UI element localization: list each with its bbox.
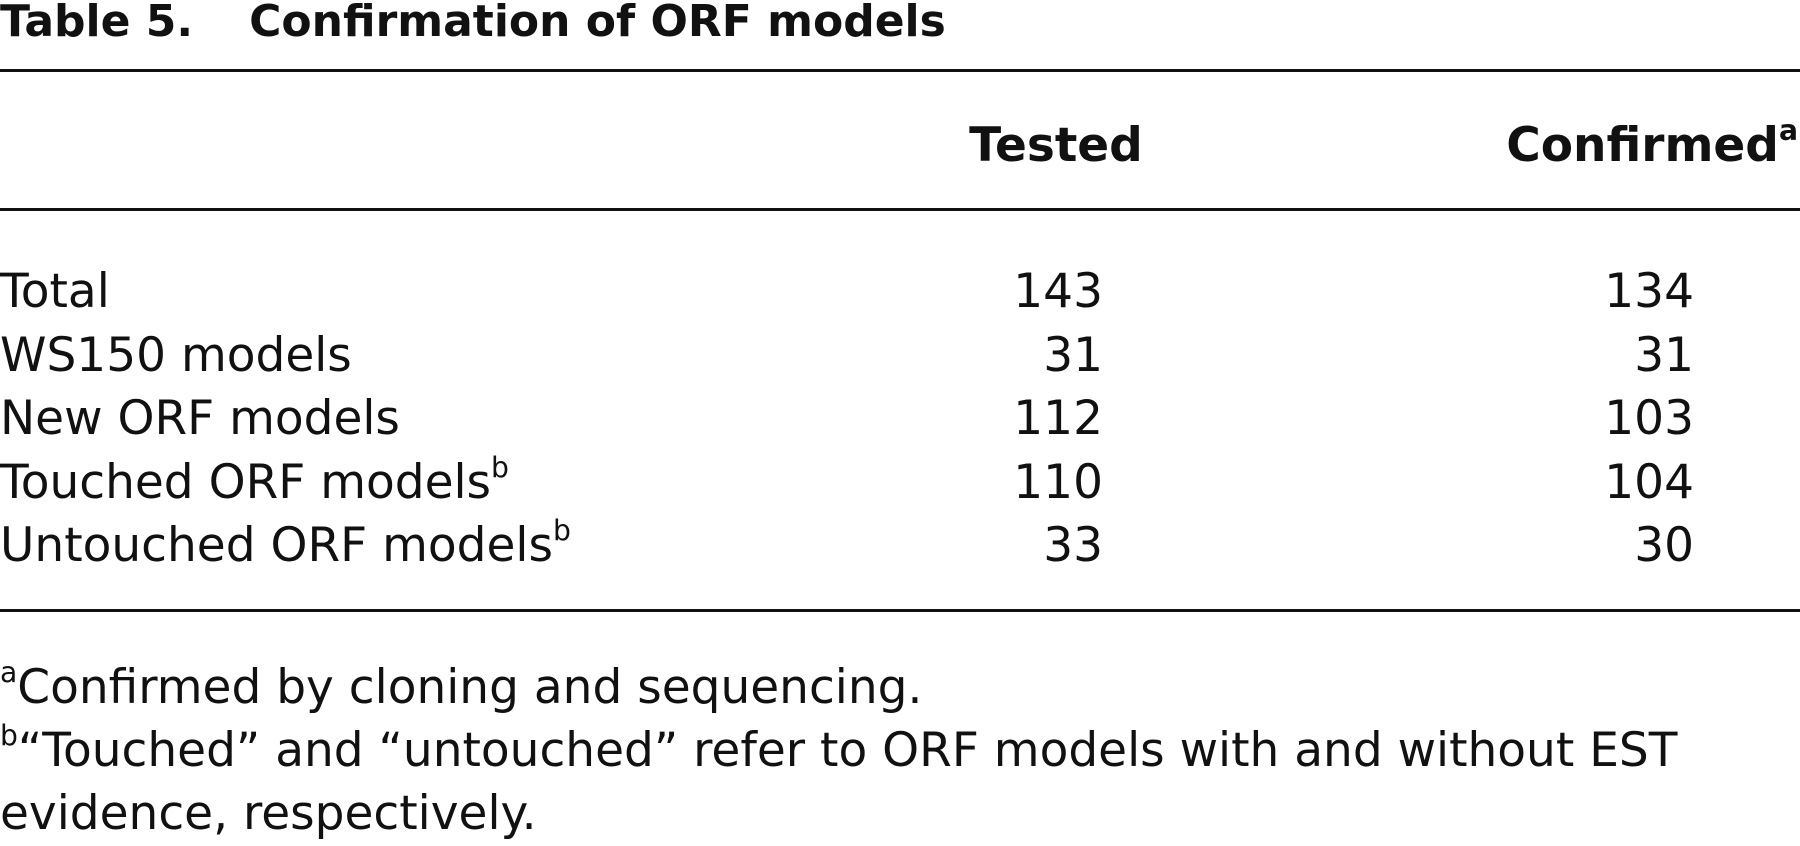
label-text: Untouched ORF models bbox=[0, 518, 553, 573]
row-label: Touched ORF modelsb bbox=[0, 453, 509, 506]
footnote: b“Touched” and “untouched” refer to ORF … bbox=[0, 719, 1800, 845]
confirmed-cell: 104 bbox=[1604, 454, 1694, 510]
bottom-rule bbox=[0, 609, 1800, 612]
confirmed-cell: 134 bbox=[1604, 264, 1694, 319]
row-label: Untouched ORF modelsb bbox=[0, 516, 571, 569]
tested-cell: 143 bbox=[1013, 264, 1103, 319]
row-label: Total bbox=[0, 268, 110, 315]
top-rule bbox=[0, 69, 1800, 72]
table-number: Table 5. bbox=[0, 0, 194, 47]
footnote-text: “Touched” and “untouched” refer to ORF m… bbox=[0, 723, 1678, 841]
row-label: New ORF models bbox=[0, 395, 400, 442]
confirmed-cell: 31 bbox=[1634, 327, 1694, 383]
label-text: WS150 models bbox=[0, 327, 352, 383]
confirmed-cell: 103 bbox=[1604, 391, 1694, 446]
footnote: aConfirmed by cloning and sequencing. bbox=[0, 656, 1800, 719]
footnote-text: Confirmed by cloning and sequencing. bbox=[17, 660, 923, 715]
label-text: Touched ORF models bbox=[0, 454, 492, 510]
label-text: New ORF models bbox=[0, 391, 400, 446]
tested-cell: 110 bbox=[1013, 454, 1103, 510]
confirmed-cell: 30 bbox=[1634, 518, 1694, 573]
footnote-marker: a bbox=[1778, 113, 1798, 147]
header-rule bbox=[0, 208, 1800, 211]
tested-cell: 31 bbox=[1043, 327, 1103, 383]
column-header: Tested bbox=[969, 122, 1143, 169]
footnotes: aConfirmed by cloning and sequencing. b“T… bbox=[0, 656, 1800, 845]
column-header: Confirmeda bbox=[1506, 116, 1798, 169]
footnote-marker: b bbox=[491, 450, 509, 484]
header-text: Confirmed bbox=[1506, 118, 1779, 173]
label-text: Total bbox=[0, 264, 110, 319]
table-caption: Confirmation of ORF models bbox=[249, 0, 946, 47]
tested-cell: 33 bbox=[1043, 518, 1103, 573]
table-title: Table 5. Confirmation of ORF models bbox=[0, 0, 946, 44]
row-label: WS150 models bbox=[0, 332, 352, 379]
header-text: Tested bbox=[969, 118, 1143, 173]
footnote-marker: a bbox=[0, 655, 18, 689]
footnote-marker: b bbox=[552, 513, 571, 547]
footnote-marker: b bbox=[0, 718, 18, 752]
tested-cell: 112 bbox=[1013, 391, 1103, 446]
